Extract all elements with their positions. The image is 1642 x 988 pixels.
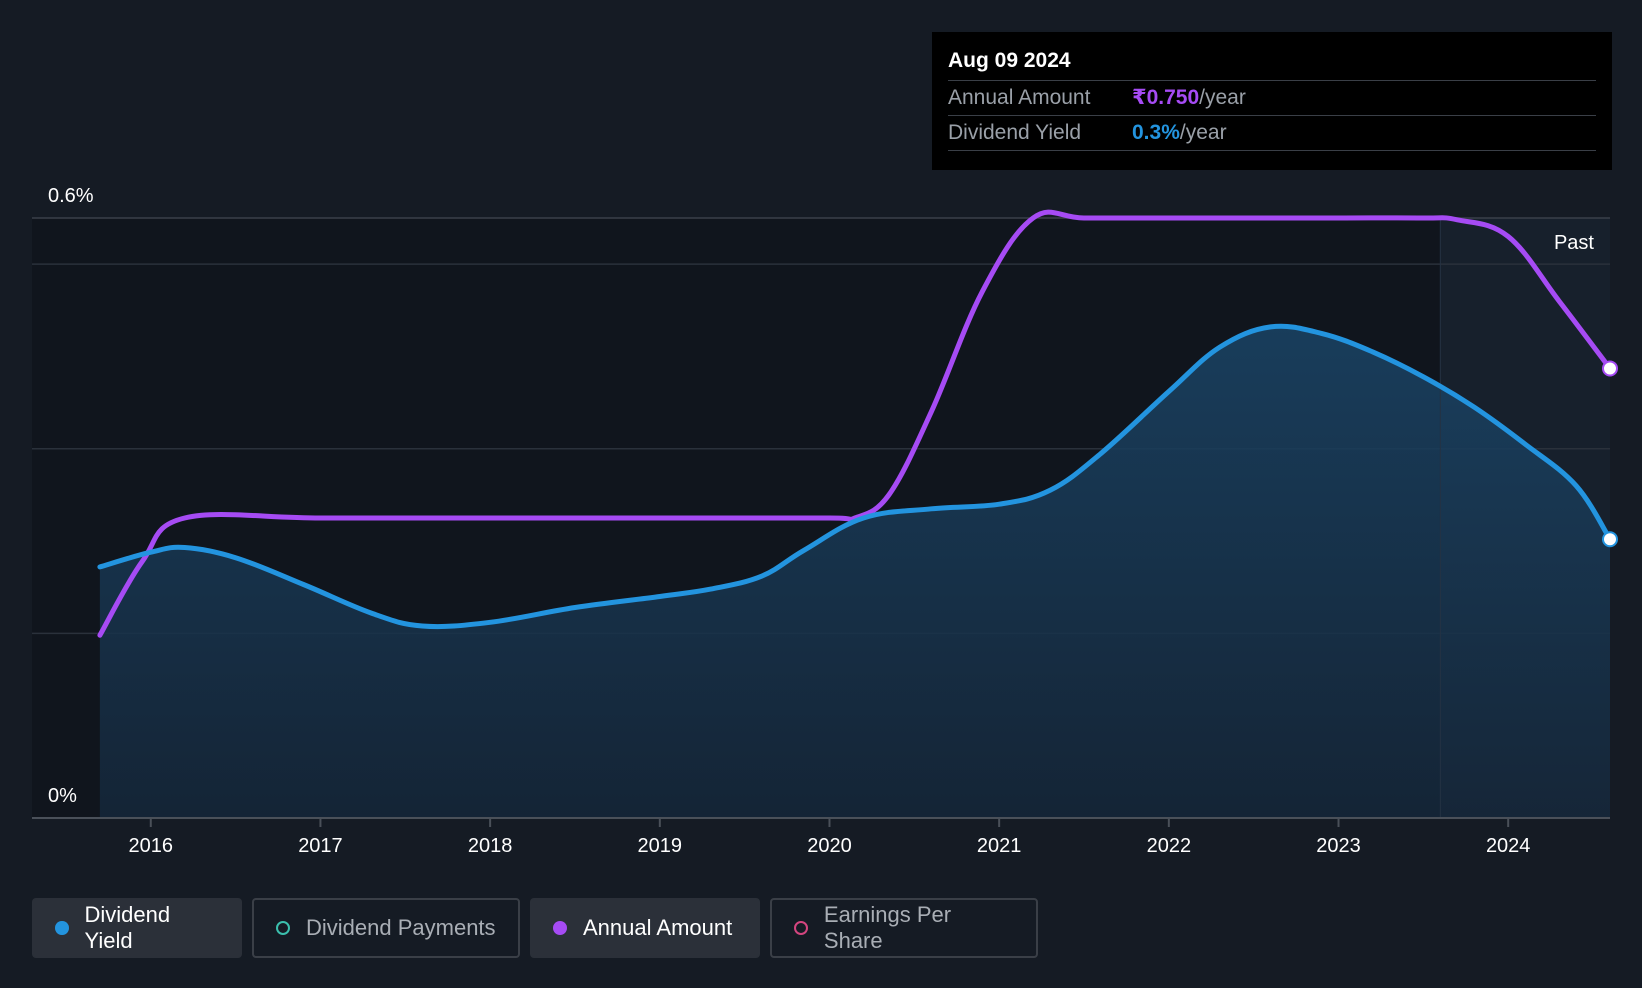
legend-label: Annual Amount xyxy=(583,915,733,940)
legend-label: Dividend Yield xyxy=(84,902,171,953)
past-label: Past xyxy=(1554,232,1594,254)
tooltip-unit: /year xyxy=(1199,86,1246,109)
tooltip: Aug 09 2024 Annual Amount ₹0.750 /year D… xyxy=(932,32,1612,170)
x-tick-label: 2024 xyxy=(1486,835,1531,857)
legend-ring-icon xyxy=(794,921,808,935)
legend-item-dividend-yield[interactable]: Dividend Yield xyxy=(32,898,242,958)
tooltip-label: Dividend Yield xyxy=(948,121,1082,144)
x-tick-label: 2021 xyxy=(977,835,1022,857)
legend-dot-icon xyxy=(55,921,69,935)
x-tick-label: 2019 xyxy=(638,835,683,857)
legend-ring-icon xyxy=(276,921,290,935)
legend-item-annual-amount[interactable]: Annual Amount xyxy=(530,898,760,958)
y-tick-label-bottom: 0% xyxy=(48,785,77,807)
annual-amount-line xyxy=(97,209,1613,638)
x-tick-label: 2016 xyxy=(129,835,174,857)
tooltip-value: 0.3% xyxy=(1132,121,1180,144)
y-tick-label-top: 0.6% xyxy=(48,185,94,207)
tooltip-unit: /year xyxy=(1179,121,1227,144)
x-tick-label: 2020 xyxy=(807,835,852,857)
tooltip-value: ₹0.750 xyxy=(1132,86,1200,109)
x-tick-label: 2017 xyxy=(298,835,343,857)
dividend-yield-end-marker[interactable] xyxy=(1602,531,1618,548)
tooltip-label: Annual Amount xyxy=(948,86,1091,109)
legend-dot-icon xyxy=(553,921,567,935)
x-tick-label: 2022 xyxy=(1147,835,1192,857)
legend-label: Dividend Payments xyxy=(306,915,496,940)
legend: Dividend Yield Dividend Payments Annual … xyxy=(32,898,1038,958)
x-tick-label: 2023 xyxy=(1316,835,1361,857)
tooltip-row-annual-amount: Annual Amount ₹0.750 /year xyxy=(948,81,1596,116)
tooltip-row-dividend-yield: Dividend Yield 0.3% /year xyxy=(948,116,1596,151)
legend-label: Earnings Per Share xyxy=(823,902,952,953)
legend-item-earnings-per-share[interactable]: Earnings Per Share xyxy=(770,898,1038,958)
legend-item-dividend-payments[interactable]: Dividend Payments xyxy=(252,898,520,958)
dividend-yield-area xyxy=(99,326,1610,818)
dividend-yield-line xyxy=(97,323,1613,630)
x-tick-label: 2018 xyxy=(468,835,513,857)
annual-amount-end-marker[interactable] xyxy=(1602,360,1618,377)
tooltip-date: Aug 09 2024 xyxy=(948,46,1596,81)
